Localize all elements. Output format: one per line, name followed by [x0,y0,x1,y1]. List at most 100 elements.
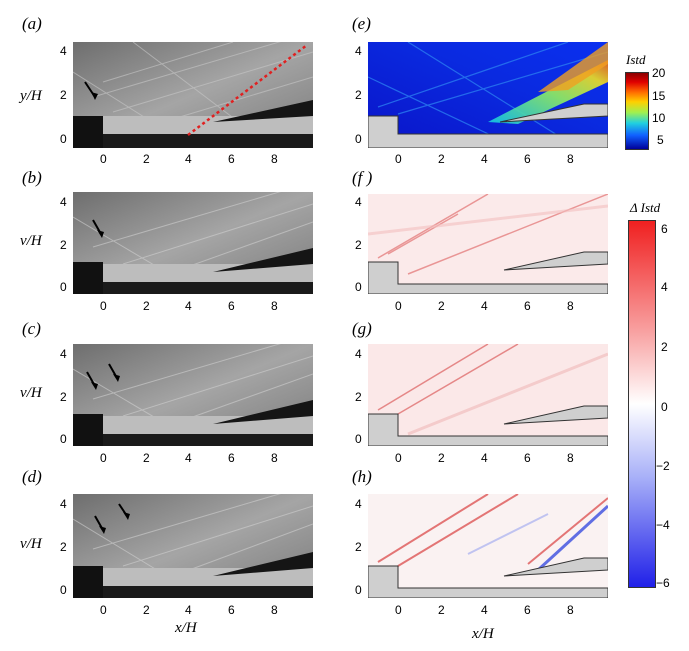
colorbar-istd-tick-5: 5 [657,133,664,147]
y-tick-d-4: 4 [60,497,67,511]
y-tick-c-4: 4 [60,347,67,361]
y-tick-a-4: 4 [60,44,67,58]
x-tick: 0 [100,152,107,166]
y-tick-g-2: 2 [355,390,362,404]
y-tick-c-0: 0 [60,432,67,446]
panel-label-h: (h) [352,467,372,486]
x-tick: 4 [185,152,192,166]
y-tick-f-0: 0 [355,280,362,294]
schlieren-panel-a [73,42,313,148]
x-tick: 6 [524,451,531,465]
x-tick: 6 [228,603,235,617]
colorbar-istd-tick-15: 15 [652,89,666,103]
colorbar-delta-tick-2: 2 [661,340,668,354]
x-tick: 4 [185,603,192,617]
x-tick: 6 [228,299,235,313]
colorbar-delta [628,220,656,588]
colorbar-delta-tick-0: 0 [661,400,668,414]
y-tick-h-4: 4 [355,497,362,511]
y-tick-e-2: 2 [355,88,362,102]
x-tick: 6 [524,152,531,166]
delta-istd-panel-h [368,494,608,598]
y-tick-h-2: 2 [355,540,362,554]
x-tick: 2 [143,152,150,166]
x-tick: 0 [100,451,107,465]
x-tick: 0 [395,603,402,617]
y-tick-e-4: 4 [355,44,362,58]
x-tick: 4 [481,451,488,465]
colorbar-istd-tick-20: 20 [652,66,666,80]
colorbar-istd [625,72,649,150]
y-tick-b-4: 4 [60,195,67,209]
x-tick: 2 [438,299,445,313]
y-tick-a-2: 2 [60,88,67,102]
y-tick-h-0: 0 [355,583,362,597]
x-tick: 8 [271,603,278,617]
y-axis-label-b: v/H [20,233,42,249]
x-tick: 2 [143,451,150,465]
y-tick-f-4: 4 [355,195,362,209]
colorbar-delta-tick-4: 4 [661,280,668,294]
x-tick: 4 [481,299,488,313]
x-tick: 0 [395,451,402,465]
y-axis-label-c: v/H [20,385,42,401]
y-axis-label-d: v/H [20,536,42,552]
y-tick-f-2: 2 [355,238,362,252]
y-tick-e-0: 0 [355,132,362,146]
x-tick: 4 [481,603,488,617]
panel-label-b: (b) [22,168,42,187]
x-tick: 8 [567,152,574,166]
panel-label-a: (a) [22,14,42,33]
x-tick: 2 [438,603,445,617]
x-tick: 6 [228,451,235,465]
y-axis-label-a: y/H [20,88,42,104]
x-tick: 8 [271,299,278,313]
colorbar-delta-tick-m4: −4 [656,518,670,532]
x-tick: 8 [271,451,278,465]
colorbar-istd-tick-10: 10 [652,111,666,125]
x-tick: 6 [524,603,531,617]
panel-label-g: (g) [352,319,372,338]
panel-label-f: (f ) [352,168,373,187]
y-tick-g-4: 4 [355,347,362,361]
delta-istd-panel-g [368,344,608,446]
x-tick: 0 [100,603,107,617]
colorbar-delta-tick-m2: −2 [656,459,670,473]
x-tick: 8 [567,299,574,313]
y-tick-d-0: 0 [60,583,67,597]
schlieren-panel-c [73,344,313,446]
x-tick: 4 [481,152,488,166]
x-tick: 0 [395,299,402,313]
panel-label-d: (d) [22,467,42,486]
x-tick: 4 [185,451,192,465]
x-tick: 8 [271,152,278,166]
x-tick: 0 [100,299,107,313]
colorbar-delta-tick-6: 6 [661,222,668,236]
x-tick: 6 [524,299,531,313]
y-tick-b-0: 0 [60,280,67,294]
y-tick-a-0: 0 [60,132,67,146]
colorbar-delta-title: Δ Istd [630,200,661,215]
x-tick: 2 [143,299,150,313]
y-tick-b-2: 2 [60,238,67,252]
x-tick: 8 [567,451,574,465]
colorbar-istd-title: Istd [626,52,646,67]
schlieren-panel-d [73,494,313,598]
y-tick-c-2: 2 [60,390,67,404]
y-tick-g-0: 0 [355,432,362,446]
x-tick: 2 [438,152,445,166]
x-tick: 0 [395,152,402,166]
x-tick: 8 [567,603,574,617]
x-axis-label-right: x/H [472,626,494,642]
y-tick-d-2: 2 [60,540,67,554]
x-tick: 2 [143,603,150,617]
delta-istd-panel-f [368,194,608,294]
istd-map-panel-e [368,42,608,148]
x-tick: 2 [438,451,445,465]
panel-label-e: (e) [352,14,371,33]
colorbar-delta-tick-m6: −6 [656,576,670,590]
x-tick: 6 [228,152,235,166]
panel-label-c: (c) [22,319,41,338]
schlieren-panel-b [73,192,313,294]
x-tick: 4 [185,299,192,313]
